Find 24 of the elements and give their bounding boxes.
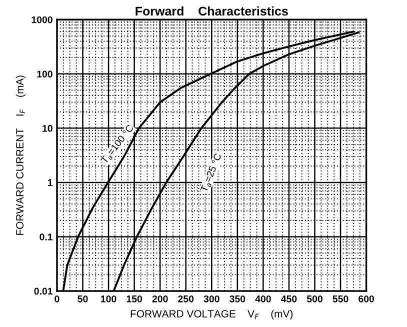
x-tick-label: 250 bbox=[178, 295, 194, 302]
annotation: T$_{a}$=100 °C bbox=[100, 124, 136, 166]
y-tick-label: 1 bbox=[48, 179, 53, 186]
x-tick-label: 200 bbox=[152, 295, 168, 302]
y-tick-label: 100 bbox=[37, 70, 52, 78]
y-tick-label: 0.1 bbox=[40, 233, 53, 240]
x-tick-label: 50 bbox=[78, 295, 88, 302]
text: FORWARD VOLTAGE V$_{F}$ (mV) bbox=[130, 310, 293, 320]
x-tick-label: 600 bbox=[358, 295, 374, 302]
x-tick-label: 450 bbox=[281, 295, 297, 302]
text: FORWARD CURRENT I$_{F}$ (mA) bbox=[16, 76, 26, 235]
x-tick-label: 400 bbox=[255, 295, 271, 302]
annotation: T$_{a}$=25 °C bbox=[200, 152, 223, 194]
x-tick-label: 300 bbox=[204, 295, 220, 302]
y-tick-label: 0.01 bbox=[34, 288, 53, 295]
x-tick-label: 0 bbox=[54, 295, 60, 302]
chart-title: Forward Characteristics bbox=[136, 6, 288, 16]
x-tick-label: 550 bbox=[332, 295, 348, 302]
x-tick-label: 500 bbox=[306, 295, 322, 302]
y-tick-label: 10 bbox=[42, 124, 52, 132]
x-tick-label: 350 bbox=[230, 295, 246, 302]
x-tick-label: 150 bbox=[126, 295, 142, 302]
x-tick-label: 100 bbox=[101, 295, 116, 302]
y-tick-label: 1000 bbox=[32, 16, 52, 24]
